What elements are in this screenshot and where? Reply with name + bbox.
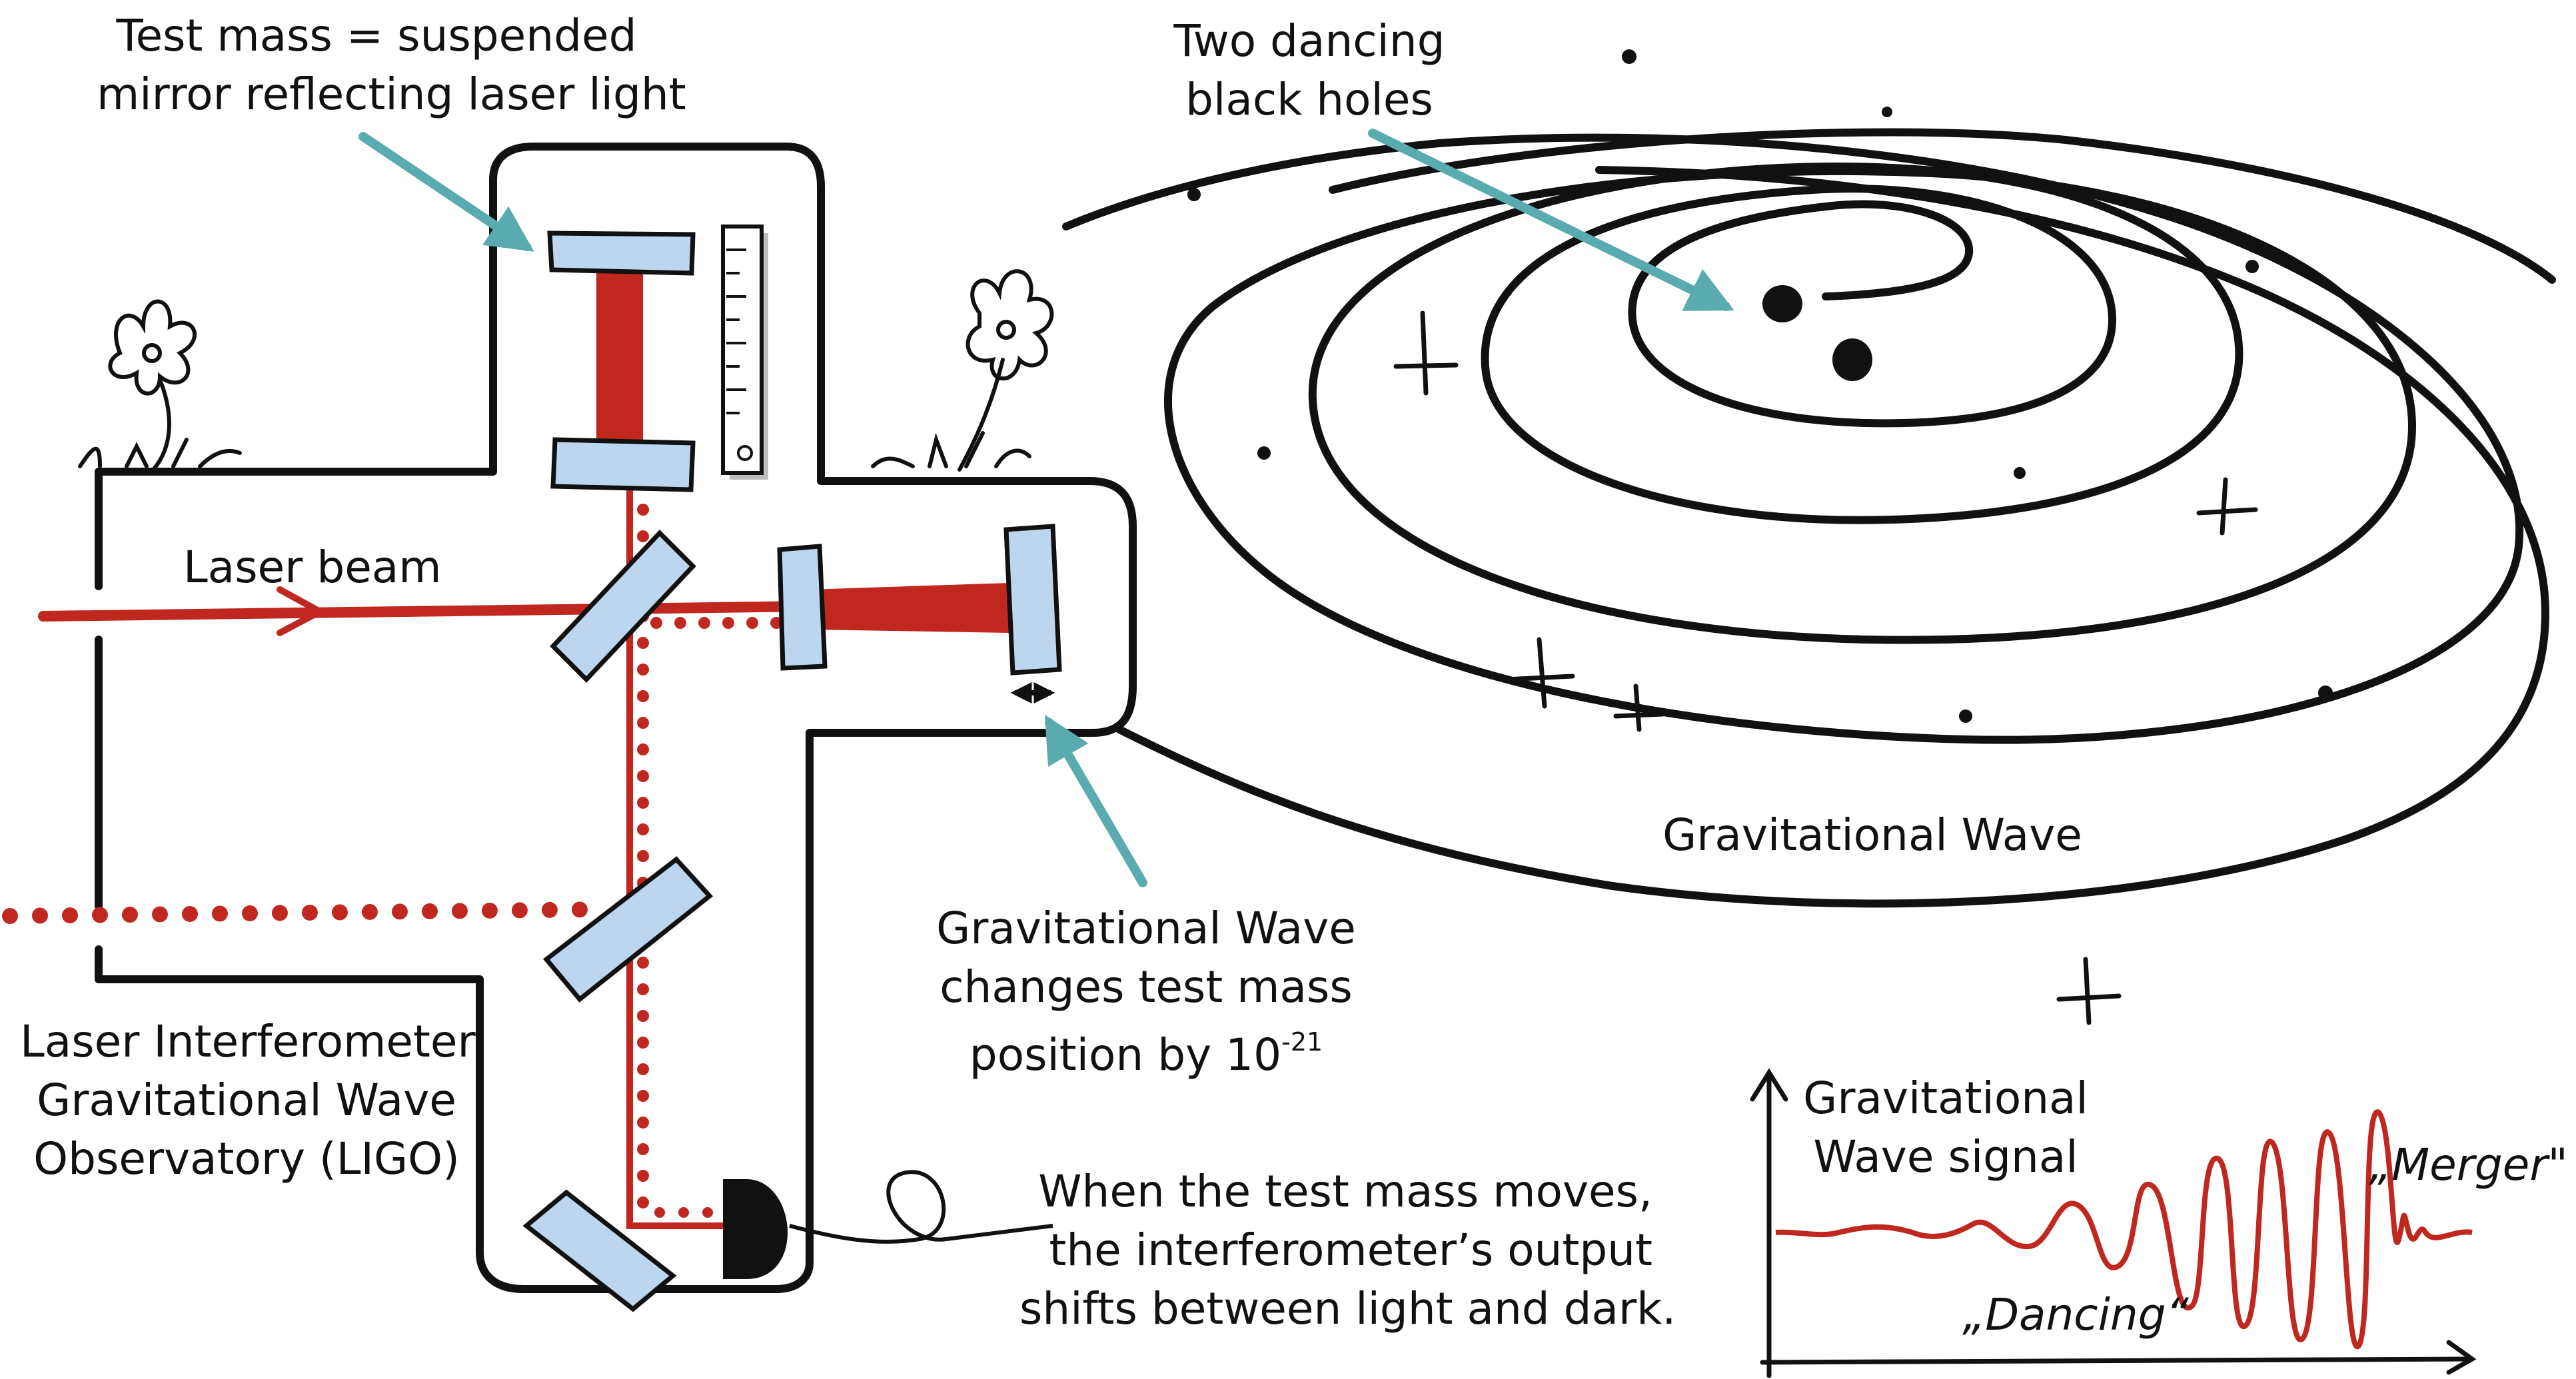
input-laser-beam xyxy=(38,601,822,622)
label-merger: „Merger" xyxy=(2369,1136,2568,1194)
label-ligo: Laser Interferometer Gravitational Wave … xyxy=(20,1013,476,1188)
label-merger-text: „Merger" xyxy=(2369,1139,2568,1190)
ruler-icon xyxy=(721,225,768,480)
test-mass-mirror-right xyxy=(1003,524,1062,676)
label-dancing: „Dancing“ xyxy=(1962,1286,2189,1344)
flower-icon xyxy=(871,269,1054,472)
mirrors xyxy=(522,230,1062,1312)
signal-axes xyxy=(1750,1068,2477,1378)
mirror-right-inner xyxy=(777,544,828,671)
label-gw-changes: Gravitational Wave changes test mass pos… xyxy=(926,899,1366,1085)
mirror-bottom xyxy=(522,1189,677,1312)
beam-splitter xyxy=(550,529,696,684)
gravitational-wave-signal xyxy=(1775,1109,2473,1350)
label-signal-title-line-2: Wave signal xyxy=(1813,1131,2078,1182)
label-signal-title: Gravitational Wave signal xyxy=(1799,1069,2092,1186)
horizontal-cavity-beam xyxy=(810,583,1009,633)
gravitational-wave-spiral xyxy=(1062,128,2556,908)
label-gravitational-wave: Gravitational Wave xyxy=(1652,806,2092,865)
label-output-line-2: the interferometer’s output xyxy=(1049,1224,1652,1276)
vertical-laser-beam xyxy=(626,440,723,1229)
black-hole-icon xyxy=(1832,338,1872,381)
mirror-top-lower xyxy=(550,437,696,492)
pointer-arrows xyxy=(358,129,1734,887)
laser-beams xyxy=(2,260,1009,1229)
label-gw-position-exponent: -21 xyxy=(1281,1027,1323,1057)
flower-icon xyxy=(78,299,242,472)
test-mass-mirror-top xyxy=(547,230,696,276)
arrow-gw-change xyxy=(1044,714,1147,887)
interferometer-housing xyxy=(95,143,1137,1293)
arrow-black-holes xyxy=(1368,129,1734,311)
label-output: When the test mass moves, the interferom… xyxy=(1019,1162,1676,1338)
mirror-lower xyxy=(542,856,714,1003)
label-output-line-1: When the test mass moves, xyxy=(1038,1166,1652,1217)
black-holes xyxy=(1762,285,1872,381)
label-gravitational-wave-text: Gravitational Wave xyxy=(1662,809,2082,861)
label-black-holes-line-2: black holes xyxy=(1185,74,1433,125)
label-dancing-text: „Dancing“ xyxy=(1962,1289,2189,1340)
vertical-cavity-beam xyxy=(596,260,643,440)
label-ligo-line-2: Gravitational Wave xyxy=(37,1075,456,1126)
arrow-test-mass xyxy=(358,132,534,252)
label-gw-changes-line-3: position by 10-21 xyxy=(926,1017,1366,1085)
black-hole-icon xyxy=(1762,285,1802,322)
label-test-mass-line-1: Test mass = suspended xyxy=(116,10,637,61)
label-laser-beam-text: Laser beam xyxy=(183,542,442,593)
star-sparkle-icon xyxy=(1393,310,2258,1025)
dotted-beam-output xyxy=(2,901,611,924)
label-black-holes-line-1: Two dancing xyxy=(1173,15,1445,67)
label-ligo-line-3: Observatory (LIGO) xyxy=(33,1133,460,1184)
stars xyxy=(1187,49,2333,723)
label-test-mass: Test mass = suspended mirror reflecting … xyxy=(97,7,686,124)
label-gw-changes-line-1: Gravitational Wave xyxy=(936,903,1356,954)
label-test-mass-line-2: mirror reflecting laser light xyxy=(97,69,686,120)
label-laser-beam: Laser beam xyxy=(183,538,442,597)
label-ligo-line-1: Laser Interferometer xyxy=(20,1016,476,1067)
label-black-holes: Two dancing black holes xyxy=(1133,12,1486,129)
label-signal-title-line-1: Gravitational xyxy=(1803,1073,2088,1124)
label-output-line-3: shifts between light and dark. xyxy=(1019,1283,1676,1334)
label-gw-position-prefix: position by 10 xyxy=(969,1029,1282,1081)
photodetector-icon xyxy=(723,1170,1053,1279)
label-gw-changes-line-2: changes test mass xyxy=(940,961,1353,1013)
